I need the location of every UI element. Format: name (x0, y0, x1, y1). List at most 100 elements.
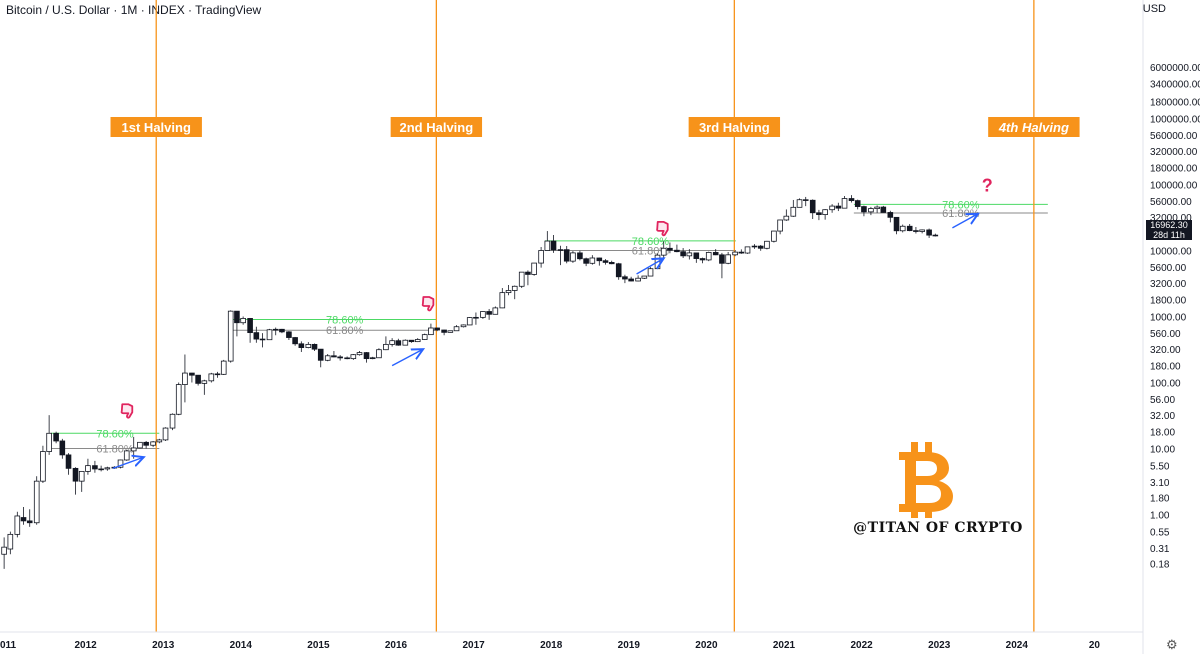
candle-body (602, 260, 609, 263)
candle-body (14, 515, 21, 535)
candle (259, 333, 266, 348)
candle (906, 224, 913, 232)
candle (402, 339, 409, 346)
candle-body (182, 372, 188, 385)
y-tick-label: 10.00 (1150, 445, 1175, 456)
candle (557, 245, 564, 266)
halving-label: 4th Halving (998, 120, 1069, 135)
candle (220, 359, 227, 375)
candle-body (92, 465, 98, 470)
candle (473, 312, 479, 325)
y-tick-label: 1.80 (1150, 494, 1170, 505)
candle (926, 228, 932, 238)
candle-body (408, 339, 415, 343)
candle-body (538, 250, 544, 264)
candle-body (317, 348, 324, 361)
candle-body (214, 373, 221, 376)
candle-body (53, 432, 59, 442)
candle-body (389, 340, 395, 345)
thumbs-down-icon (656, 221, 669, 237)
candle-body (26, 520, 33, 524)
x-tick-label: 2019 (618, 640, 641, 651)
candle-body (117, 459, 124, 468)
candle (854, 199, 861, 210)
candle (544, 231, 551, 251)
candle-body (311, 343, 318, 350)
y-tick-label: 3400000.00 (1150, 79, 1200, 90)
candle (98, 465, 104, 472)
candle-body (829, 205, 835, 211)
candle (641, 275, 648, 279)
symbol-title: Bitcoin / U.S. Dollar · 1M · INDEX · Tra… (6, 3, 262, 17)
candle (182, 354, 188, 403)
y-tick-label: 5600.00 (1150, 263, 1187, 274)
y-tick-label: 0.55 (1150, 528, 1170, 539)
y-tick-label: 3.10 (1150, 478, 1170, 489)
candle (117, 459, 124, 469)
halving-label-bg (688, 117, 781, 137)
candle-body (195, 374, 201, 384)
candle-body (65, 454, 72, 469)
watermark-text: @TITAN OF CRYPTO (853, 520, 1023, 536)
candle (40, 445, 46, 484)
candle (272, 327, 279, 336)
candle (899, 224, 906, 233)
candle (33, 476, 40, 525)
candle-body (395, 340, 402, 346)
candle-body (480, 311, 486, 318)
candle-body (259, 338, 266, 341)
candle-body (383, 343, 389, 351)
candle (790, 199, 797, 217)
candle (589, 255, 596, 265)
currency-label[interactable]: USD (1142, 3, 1166, 15)
candle-body (20, 517, 27, 522)
y-tick-label: 180.00 (1150, 362, 1181, 373)
candle (861, 205, 867, 217)
candle (421, 333, 428, 341)
x-tick-label: 2021 (773, 640, 796, 651)
x-tick-label: 2012 (74, 640, 97, 651)
candle (92, 460, 98, 473)
y-tick-label: 56.00 (1150, 395, 1175, 406)
candle-body (460, 324, 467, 328)
candle (757, 245, 764, 251)
y-tick-label: 100000.00 (1150, 181, 1198, 192)
candle-body (802, 199, 809, 201)
candle (123, 449, 130, 461)
candle (783, 209, 790, 221)
candle-body (240, 318, 246, 324)
candle (480, 311, 486, 319)
candle-body (33, 480, 40, 524)
x-tick-label: 011 (0, 640, 17, 651)
x-tick-label: 2017 (462, 640, 485, 651)
candle (563, 245, 570, 264)
candle (356, 351, 363, 356)
candle-body (369, 357, 376, 360)
candle-body (854, 200, 861, 207)
candle (608, 260, 615, 265)
candle-body (725, 254, 731, 264)
candle (195, 374, 201, 386)
candle (311, 343, 318, 352)
candle (887, 210, 894, 223)
candle-body (893, 216, 900, 232)
candle-body (266, 329, 273, 341)
candle (525, 270, 531, 286)
candle-body (816, 212, 822, 215)
candle (705, 251, 712, 262)
x-tick-label: 2015 (307, 640, 330, 651)
thumbs-down-icon (421, 296, 435, 312)
y-tick-label: 5.50 (1150, 462, 1170, 473)
candle (822, 209, 828, 220)
x-tick-label: 2014 (230, 640, 253, 651)
candle (615, 262, 622, 280)
candle (292, 336, 298, 346)
x-tick-label: 2016 (385, 640, 408, 651)
candle (414, 338, 421, 343)
candle-body (292, 337, 298, 345)
candle (538, 246, 544, 268)
candle (829, 204, 835, 213)
gear-icon[interactable]: ⚙ (1166, 637, 1178, 652)
fib-786-label: 78.60% (942, 199, 980, 211)
